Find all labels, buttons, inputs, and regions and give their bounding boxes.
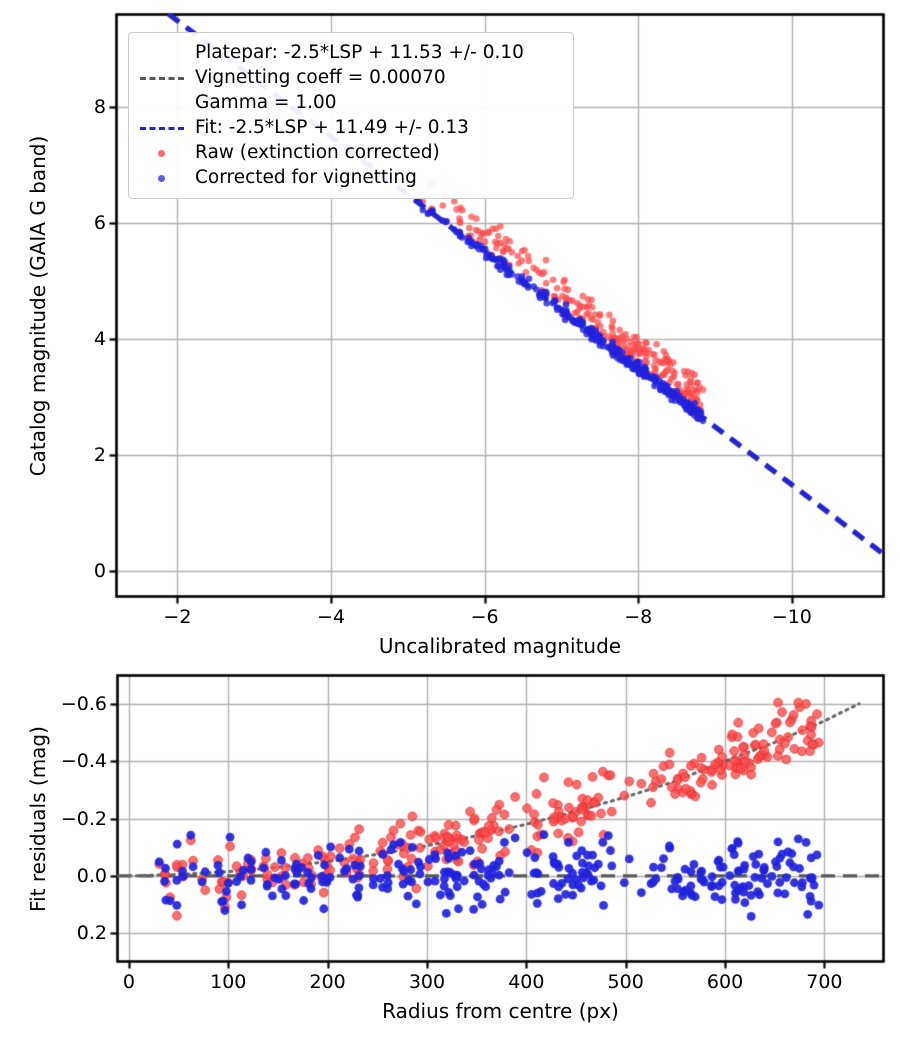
- legend-label-fit: Fit: -2.5*LSP + 11.49 +/- 0.13: [195, 117, 469, 138]
- y-tick-label: 8: [93, 95, 106, 118]
- x-tick-label: 100: [210, 971, 247, 993]
- legend-handle-blue-dot-marker: [138, 167, 186, 189]
- y-axis-title: Catalog magnitude (GAIA G band): [26, 135, 50, 476]
- legend-label-corrected: Corrected for vignetting: [195, 167, 417, 188]
- x-tick-label: −10: [771, 606, 812, 628]
- legend-handle-blank: [138, 92, 186, 114]
- y-tick-label: −0.6: [60, 692, 107, 715]
- x-axis-title: Radius from centre (px): [382, 999, 619, 1023]
- y-tick-label: 6: [93, 211, 106, 234]
- x-tick-label: 0: [122, 971, 135, 993]
- legend-label-vignetting-coeff: Vignetting coeff = 0.00070: [195, 67, 446, 88]
- legend: Platepar: -2.5*LSP + 11.53 +/- 0.10 Vign…: [128, 32, 574, 199]
- x-tick-label: −6: [470, 606, 499, 628]
- x-tick-label: 400: [508, 971, 545, 993]
- y-tick-label: −0.2: [60, 807, 107, 830]
- x-tick-label: 500: [607, 971, 644, 993]
- legend-handle-blank: [138, 42, 186, 64]
- x-tick-label: −8: [624, 606, 653, 628]
- legend-entry-gamma: Gamma = 1.00: [138, 90, 564, 115]
- y-tick-label: 0: [93, 559, 106, 582]
- x-tick-label: −2: [163, 606, 192, 628]
- y-tick-label: 4: [93, 327, 106, 350]
- legend-entry-raw: Raw (extinction corrected): [138, 140, 564, 165]
- y-tick-label: −0.4: [60, 750, 107, 773]
- legend-handle-dashed-blue-line: [138, 117, 186, 139]
- legend-entry-fit: Fit: -2.5*LSP + 11.49 +/- 0.13: [138, 115, 564, 140]
- y-tick-label: 0.0: [76, 864, 107, 887]
- legend-label-raw: Raw (extinction corrected): [195, 142, 440, 163]
- legend-entry-platepar: Platepar: -2.5*LSP + 11.53 +/- 0.10: [138, 40, 564, 65]
- legend-label-platepar: Platepar: -2.5*LSP + 11.53 +/- 0.10: [195, 42, 524, 63]
- legend-handle-red-dot-marker: [138, 142, 186, 164]
- x-axis-title: Uncalibrated magnitude: [378, 634, 622, 658]
- legend-entry-corrected: Corrected for vignetting: [138, 165, 564, 190]
- x-tick-label: 700: [806, 971, 843, 993]
- x-tick-label: 300: [408, 971, 446, 993]
- legend-label-gamma: Gamma = 1.00: [195, 92, 337, 113]
- y-tick-label: 2: [93, 443, 106, 466]
- x-tick-label: 200: [309, 971, 346, 993]
- legend-entry-vignetting-coeff: Vignetting coeff = 0.00070: [138, 65, 564, 90]
- x-tick-label: 600: [706, 971, 744, 993]
- y-axis-title: Fit residuals (mag): [26, 725, 50, 912]
- x-tick-label: −4: [317, 606, 346, 628]
- legend-handle-dashed-gray-line: [138, 67, 186, 89]
- y-tick-label: 0.2: [76, 922, 107, 945]
